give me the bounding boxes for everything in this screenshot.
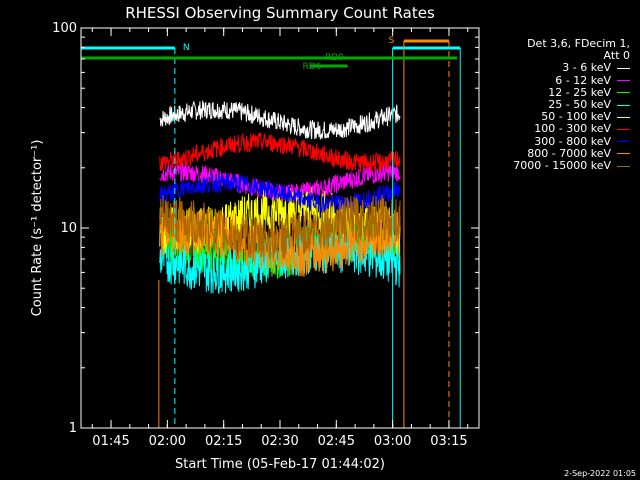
- legend-label-7: 800 - 7000 keV: [527, 146, 611, 160]
- x-tick-label-0: 01:45: [92, 434, 129, 449]
- legend-entry-4: 50 - 100 keV: [478, 110, 630, 124]
- legend-entry-8: 7000 - 15000 keV: [478, 158, 630, 172]
- legend-label-6: 300 - 800 keV: [534, 134, 611, 148]
- annotation-rd6: RD6: [303, 62, 322, 72]
- legend-swatch-4: [617, 116, 630, 118]
- legend-entry-1: 6 - 12 keV: [478, 73, 630, 87]
- legend-swatch-6: [617, 141, 630, 143]
- annotation-s: S: [389, 36, 395, 46]
- legend: Det 3,6, FDecim 1, Att 0 3 - 6 keV 6 - 12…: [478, 37, 630, 172]
- legend-swatch-8: [617, 165, 630, 167]
- legend-header-1: Det 3,6, FDecim 1,: [527, 37, 630, 50]
- x-axis-label: Start Time (05-Feb-17 01:44:02): [175, 457, 385, 472]
- legend-entry-7: 800 - 7000 keV: [478, 146, 630, 160]
- y-tick-label-2: 100: [52, 21, 77, 36]
- plot-frame: [80, 27, 480, 429]
- legend-label-3: 25 - 50 keV: [548, 97, 611, 111]
- legend-label-4: 50 - 100 keV: [541, 110, 611, 124]
- legend-label-5: 100 - 300 keV: [534, 122, 611, 136]
- series-line-5: [159, 132, 401, 173]
- legend-swatch-3: [617, 104, 630, 106]
- y-axis-label: Count Rate (s⁻¹ detector⁻¹): [30, 140, 45, 317]
- legend-entry-0: 3 - 6 keV: [478, 62, 630, 74]
- legend-entry-3: 25 - 50 keV: [478, 97, 630, 111]
- legend-label-0: 3 - 6 keV: [562, 61, 611, 75]
- annotation-n: N: [183, 43, 190, 53]
- legend-header-2: Att 0: [603, 49, 630, 63]
- x-tick-label-2: 02:15: [205, 434, 242, 449]
- x-tick-label-6: 03:15: [430, 434, 467, 449]
- legend-swatch-5: [617, 128, 630, 130]
- series-line-6: [159, 172, 401, 213]
- series-line-0: [159, 100, 401, 140]
- legend-entry-2: 12 - 25 keV: [478, 85, 630, 99]
- legend-swatch-1: [617, 80, 630, 82]
- legend-label-1: 6 - 12 keV: [555, 73, 611, 87]
- series-line-8: [159, 194, 401, 263]
- chart-title: RHESSI Observing Summary Count Rates: [125, 4, 435, 22]
- x-tick-label-1: 02:00: [149, 434, 186, 449]
- x-tick-label-4: 02:45: [318, 434, 355, 449]
- legend-label-2: 12 - 25 keV: [548, 85, 611, 99]
- x-tick-label-5: 03:00: [374, 434, 411, 449]
- annotation-rd0: RD0: [325, 53, 344, 63]
- legend-swatch-2: [617, 92, 630, 94]
- legend-swatch-0: [617, 68, 630, 69]
- y-tick-label-1: 10: [60, 221, 77, 236]
- legend-entry-6: 300 - 800 keV: [478, 134, 630, 148]
- timestamp: 2-Sep-2022 01:05: [564, 469, 636, 478]
- legend-entry-5: 100 - 300 keV: [478, 123, 630, 135]
- legend-swatch-7: [617, 153, 630, 155]
- y-tick-label-0: 1: [69, 421, 77, 436]
- x-tick-label-3: 02:30: [261, 434, 298, 449]
- legend-label-8: 7000 - 15000 keV: [513, 158, 611, 172]
